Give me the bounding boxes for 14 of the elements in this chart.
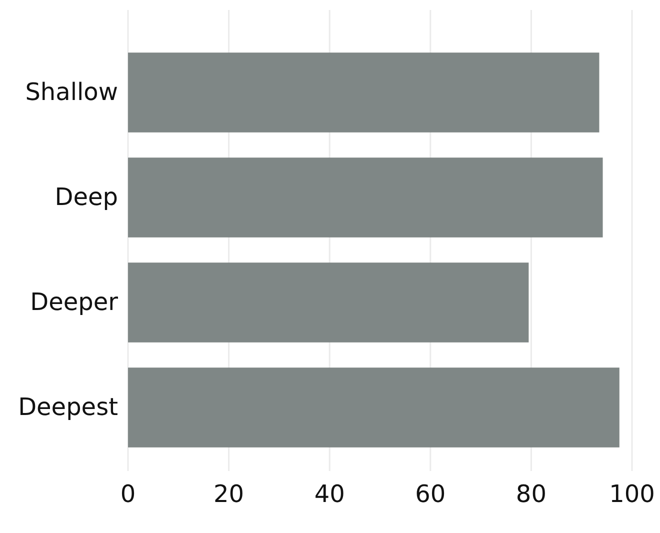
x-tick-label: 20 [214,480,244,508]
x-tick-label: 0 [120,480,136,508]
y-tick-label: Deeper [30,288,118,316]
x-tick-label: 40 [314,480,345,508]
y-tick-label: Shallow [25,78,118,106]
bar [128,262,529,342]
bar [128,158,603,238]
bar [128,368,620,448]
y-tick-label: Deep [54,183,118,212]
x-tick-label: 80 [516,480,546,508]
y-tick-label: Deepest [18,393,118,422]
bar [128,52,600,132]
x-tick-label: 100 [609,480,655,508]
x-tick-label: 60 [415,480,446,508]
